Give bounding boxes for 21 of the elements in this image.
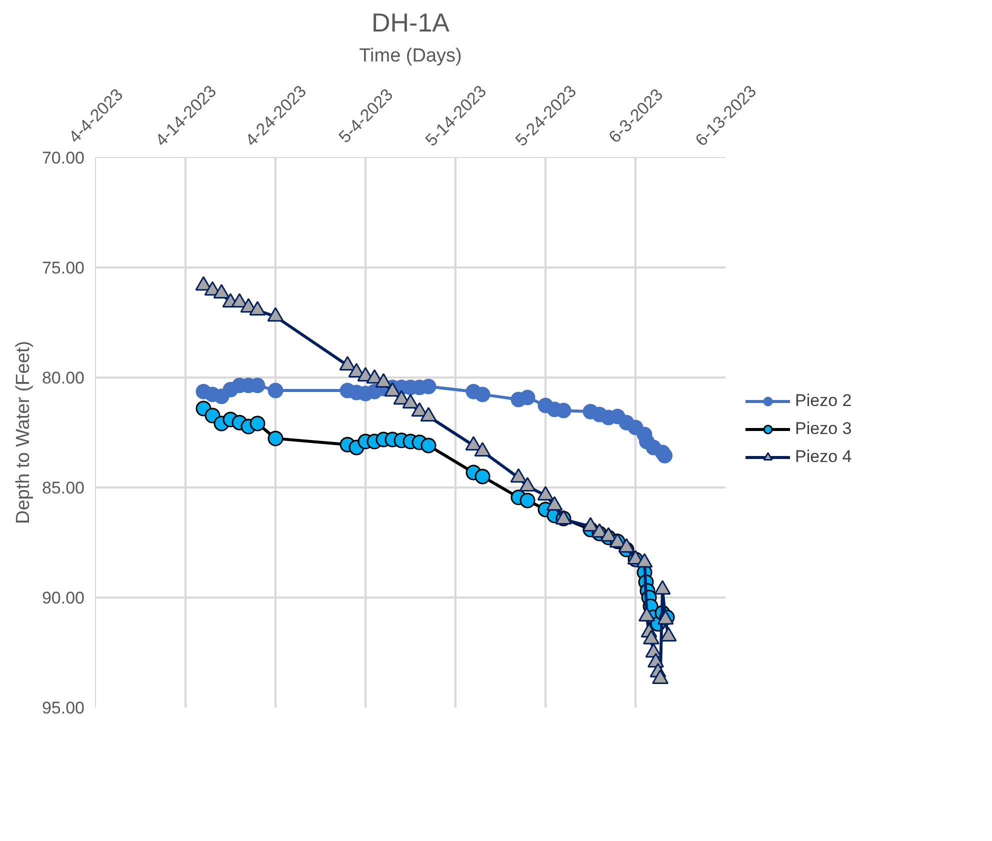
y-axis-title: Depth to Water (Feet): [12, 340, 34, 524]
legend-label: Piezo 2: [795, 391, 852, 411]
y-tick-label: 95.00: [42, 698, 85, 718]
point: [474, 468, 490, 484]
x-axis-title: Time (Days): [359, 46, 462, 66]
y-tick-label: 75.00: [42, 258, 85, 278]
chart-title: DH-1A: [371, 8, 450, 38]
point: [520, 492, 536, 508]
y-tick-label: 85.00: [42, 478, 85, 498]
point: [268, 430, 284, 446]
legend-label: Piezo 4: [795, 447, 852, 467]
legend-label: Piezo 3: [795, 419, 852, 439]
point: [250, 416, 266, 432]
y-tick-label: 90.00: [42, 588, 85, 608]
point: [657, 448, 672, 464]
point: [474, 386, 490, 402]
y-tick-label: 70.00: [42, 148, 85, 168]
y-tick-label: 80.00: [42, 368, 85, 388]
point: [520, 390, 536, 406]
point: [268, 382, 284, 398]
point: [420, 438, 436, 454]
